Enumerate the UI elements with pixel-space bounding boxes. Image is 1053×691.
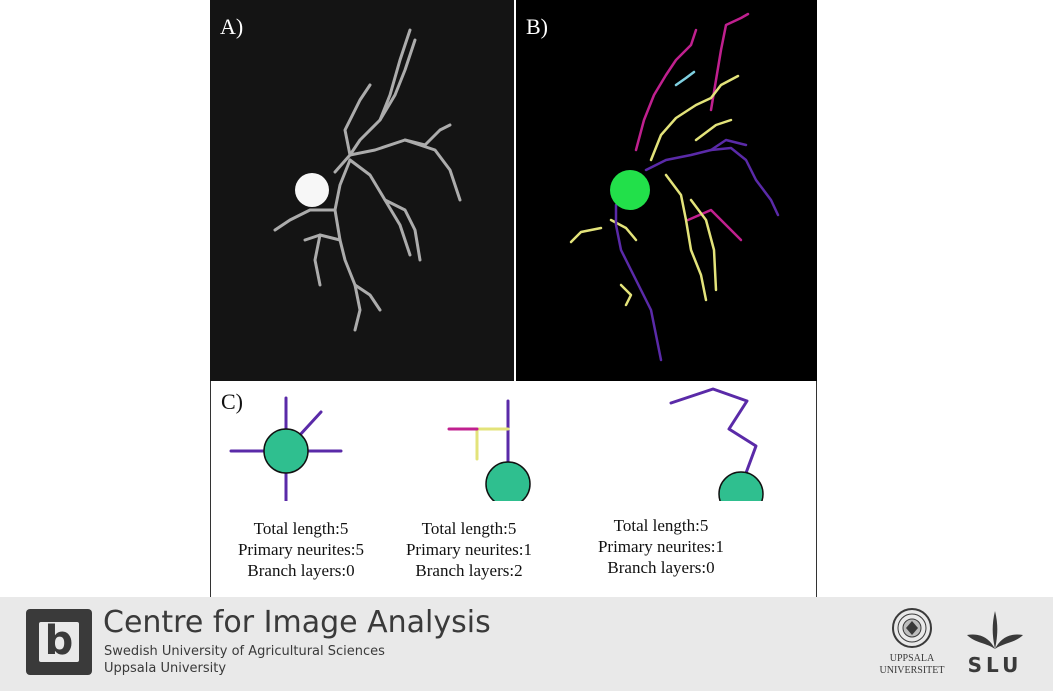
- panel-a-label: A): [220, 14, 244, 39]
- schematic-example-1: [229, 396, 343, 501]
- soma-bright: [295, 173, 329, 207]
- stats-primary-neurites: Primary neurites:1: [405, 540, 533, 559]
- stats-total-length: Total length:5: [613, 516, 709, 535]
- org-title: Centre for Image Analysis: [103, 605, 491, 640]
- cia-logo-icon: b: [26, 609, 92, 675]
- uppsala-university-logo: UPPSALA UNIVERSITET: [872, 607, 952, 687]
- stats-branch-layers: Branch layers:0: [607, 558, 715, 577]
- stats-primary-neurites: Primary neurites:1: [597, 537, 725, 556]
- stats-total-length: Total length:5: [253, 519, 349, 538]
- panel-c-schematics: C): [210, 381, 817, 597]
- stats-primary-neurites: Primary neurites:5: [237, 540, 365, 559]
- slu-leaf-icon: [967, 611, 1023, 649]
- neuron-grayscale-image: [273, 28, 462, 332]
- soma-traced: [610, 170, 650, 210]
- panel-b-tracing: B): [516, 0, 817, 381]
- slu-wordmark: SLU: [967, 653, 1023, 677]
- panel-c-label: C): [221, 389, 243, 414]
- stats-branch-layers: Branch layers:0: [247, 561, 355, 580]
- panel-a-microscopy: A): [210, 0, 514, 381]
- neuron-figure: A): [210, 0, 817, 597]
- uu-name-line1: UPPSALA: [889, 653, 935, 664]
- uu-name-line2: UNIVERSITET: [879, 665, 945, 676]
- footer-banner: b Centre for Image Analysis Swedish Univ…: [0, 597, 1053, 691]
- stats-branch-layers: Branch layers:2: [415, 561, 523, 580]
- neuron-tracing-image: [569, 12, 780, 362]
- stats-total-length: Total length:5: [421, 519, 517, 538]
- cia-logo-letter: b: [39, 621, 79, 662]
- schematic-diagrams: [229, 387, 764, 501]
- org-subtitle-slu: Swedish University of Agricultural Scien…: [104, 644, 385, 659]
- slu-logo: SLU: [962, 609, 1028, 679]
- schematic-example-3: [669, 387, 764, 501]
- org-subtitle-uu: Uppsala University: [104, 661, 227, 676]
- uu-seal-icon: [892, 608, 932, 648]
- stats-example-1: Total length:5 Primary neurites:5 Branch…: [211, 518, 391, 581]
- stats-example-2: Total length:5 Primary neurites:1 Branch…: [379, 518, 559, 581]
- stats-example-3: Total length:5 Primary neurites:1 Branch…: [571, 515, 751, 578]
- panel-b-label: B): [526, 14, 548, 39]
- schematic-example-2: [447, 399, 531, 501]
